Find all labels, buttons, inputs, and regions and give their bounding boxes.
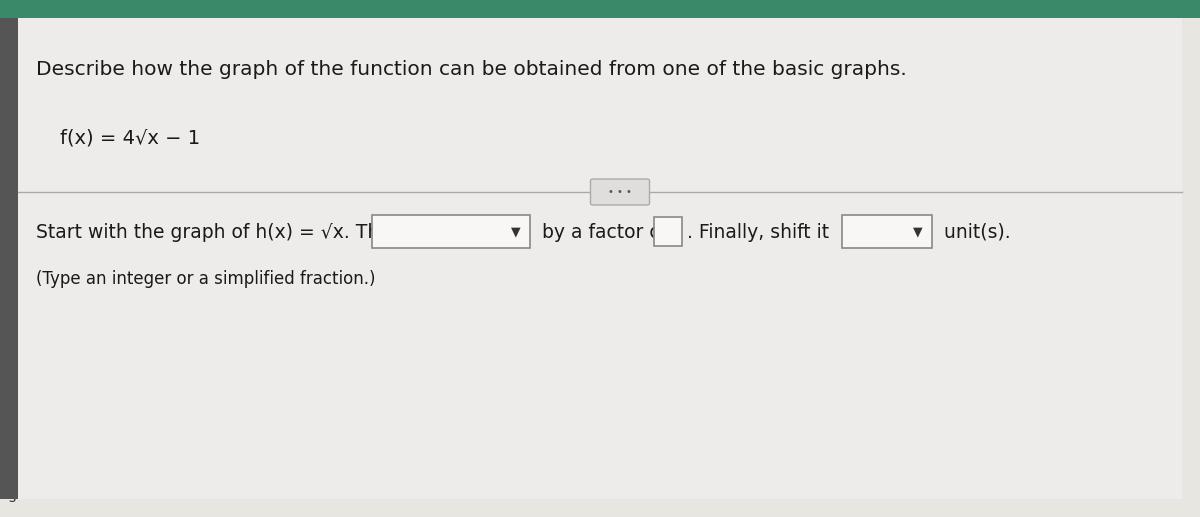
FancyBboxPatch shape bbox=[654, 217, 682, 246]
Text: by a factor of: by a factor of bbox=[536, 222, 667, 241]
Text: s: s bbox=[8, 491, 16, 505]
Text: ▼: ▼ bbox=[511, 225, 521, 238]
Text: unit(s).: unit(s). bbox=[938, 222, 1010, 241]
Text: . Finally, shift it: . Finally, shift it bbox=[686, 222, 829, 241]
Text: Start with the graph of h(x) = √x. Then: Start with the graph of h(x) = √x. Then bbox=[36, 222, 403, 241]
FancyBboxPatch shape bbox=[18, 18, 1182, 499]
FancyBboxPatch shape bbox=[372, 215, 530, 248]
FancyBboxPatch shape bbox=[0, 18, 18, 499]
FancyBboxPatch shape bbox=[0, 0, 1200, 18]
Text: Describe how the graph of the function can be obtained from one of the basic gra: Describe how the graph of the function c… bbox=[36, 60, 907, 79]
Text: (Type an integer or a simplified fraction.): (Type an integer or a simplified fractio… bbox=[36, 270, 376, 288]
Text: ▼: ▼ bbox=[913, 225, 923, 238]
FancyBboxPatch shape bbox=[590, 179, 649, 205]
Text: • • •: • • • bbox=[608, 187, 632, 197]
Text: f(x) = 4√x − 1: f(x) = 4√x − 1 bbox=[60, 128, 200, 147]
FancyBboxPatch shape bbox=[842, 215, 932, 248]
